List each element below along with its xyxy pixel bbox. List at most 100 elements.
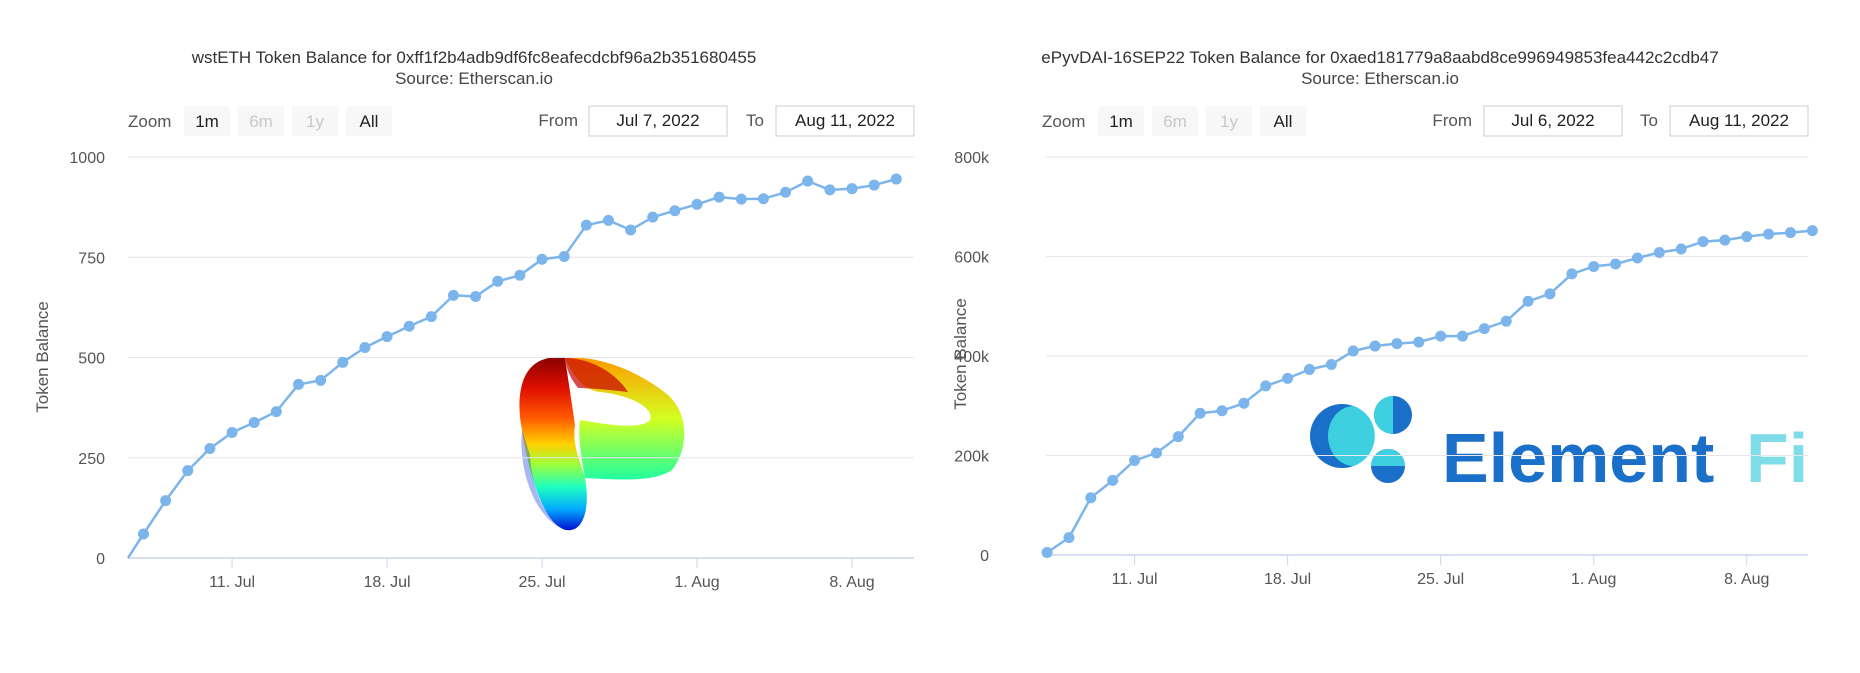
data-point[interactable]	[1763, 228, 1775, 240]
data-point[interactable]	[1653, 247, 1665, 259]
data-point[interactable]	[669, 205, 681, 217]
y-tick-label: 500	[78, 351, 105, 368]
data-point[interactable]	[1588, 260, 1600, 272]
zoom-1m-button[interactable]: 1m	[184, 106, 230, 136]
zoom-all-button[interactable]: All	[346, 106, 392, 136]
data-point[interactable]	[226, 426, 238, 438]
data-point[interactable]	[1522, 295, 1534, 307]
data-point[interactable]	[824, 184, 836, 196]
data-point[interactable]	[492, 275, 504, 287]
data-point[interactable]	[602, 214, 614, 226]
data-point[interactable]	[1697, 236, 1709, 248]
data-point[interactable]	[1107, 474, 1119, 486]
data-point[interactable]	[647, 211, 659, 223]
data-point[interactable]	[1785, 227, 1797, 239]
data-point[interactable]	[780, 186, 792, 198]
data-point[interactable]	[248, 416, 260, 428]
from-date-value: Jul 7, 2022	[616, 111, 699, 130]
data-point[interactable]	[1413, 336, 1425, 348]
data-point[interactable]	[802, 175, 814, 187]
data-point[interactable]	[580, 219, 592, 231]
data-point[interactable]	[403, 320, 415, 332]
data-point[interactable]	[270, 406, 282, 418]
to-date-input[interactable]: Aug 11, 2022	[1669, 105, 1809, 137]
data-point[interactable]	[868, 179, 880, 191]
zoom-all-button[interactable]: All	[1260, 106, 1306, 136]
data-point[interactable]	[1435, 330, 1447, 342]
data-point[interactable]	[1129, 454, 1141, 466]
data-point[interactable]	[182, 465, 194, 477]
data-point[interactable]	[558, 250, 570, 262]
data-point[interactable]	[447, 289, 459, 301]
data-point[interactable]	[735, 193, 747, 205]
data-point[interactable]	[691, 198, 703, 210]
data-point[interactable]	[137, 528, 149, 540]
data-point[interactable]	[1610, 258, 1622, 270]
data-point[interactable]	[890, 173, 902, 185]
data-point[interactable]	[1325, 358, 1337, 370]
data-point[interactable]	[470, 291, 482, 303]
data-point[interactable]	[1260, 380, 1272, 392]
data-point[interactable]	[204, 443, 216, 455]
data-point[interactable]	[1063, 532, 1075, 544]
zoom-6m-button[interactable]: 6m	[1152, 106, 1198, 136]
data-point[interactable]	[337, 356, 349, 368]
data-point[interactable]	[1631, 252, 1643, 264]
data-point[interactable]	[1150, 447, 1162, 459]
data-point[interactable]	[1566, 268, 1578, 280]
data-point[interactable]	[713, 191, 725, 203]
y-tick-label: 250	[78, 451, 105, 468]
curve-logo-watermark	[519, 357, 685, 531]
data-point[interactable]	[1085, 492, 1097, 504]
data-point[interactable]	[1216, 405, 1228, 417]
data-point[interactable]	[1238, 397, 1250, 409]
data-point[interactable]	[1500, 315, 1512, 327]
series-line	[1046, 229, 1813, 554]
data-point[interactable]	[425, 311, 437, 323]
y-tick-label: 0	[980, 548, 989, 565]
from-date-input[interactable]: Jul 6, 2022	[1483, 105, 1623, 137]
zoom-6m-label: 6m	[249, 112, 273, 131]
x-tick-label: 1. Aug	[1571, 571, 1616, 588]
data-point[interactable]	[1806, 225, 1818, 237]
data-point[interactable]	[1391, 338, 1403, 350]
data-point[interactable]	[846, 183, 858, 195]
to-date-input[interactable]: Aug 11, 2022	[775, 105, 915, 137]
data-point[interactable]	[1041, 547, 1053, 559]
zoom-1y-label: 1y	[306, 112, 324, 131]
zoom-1m-button[interactable]: 1m	[1098, 106, 1144, 136]
data-point[interactable]	[315, 374, 327, 386]
x-tick-label: 25. Jul	[1417, 571, 1464, 588]
data-point[interactable]	[1675, 243, 1687, 255]
from-date-input[interactable]: Jul 7, 2022	[588, 105, 728, 137]
data-point[interactable]	[1172, 431, 1184, 443]
zoom-1y-button[interactable]: 1y	[292, 106, 338, 136]
data-point[interactable]	[381, 331, 393, 343]
data-point[interactable]	[757, 193, 769, 205]
data-point[interactable]	[625, 224, 637, 236]
data-point[interactable]	[359, 341, 371, 353]
data-point[interactable]	[1194, 407, 1206, 419]
data-point[interactable]	[1741, 231, 1753, 243]
data-point[interactable]	[536, 253, 548, 265]
data-point[interactable]	[1544, 288, 1556, 300]
data-point[interactable]	[292, 378, 304, 390]
chart-title: wstETH Token Balance for 0xff1f2b4adb9df…	[191, 48, 757, 67]
data-point[interactable]	[1478, 323, 1490, 335]
x-tick-label: 8. Aug	[829, 574, 874, 591]
data-point[interactable]	[1282, 372, 1294, 384]
data-point[interactable]	[1369, 340, 1381, 352]
zoom-label: Zoom	[128, 112, 171, 131]
data-point[interactable]	[1457, 330, 1469, 342]
data-point[interactable]	[160, 495, 172, 507]
range-selector: Zoom 1m 6m 1y All From Jul 7, 2022	[128, 105, 915, 137]
data-point[interactable]	[514, 269, 526, 281]
chart-right: ePyvDAI-16SEP22 Token Balance for 0xaed1…	[951, 48, 1818, 588]
data-point[interactable]	[1719, 234, 1731, 246]
zoom-1m-label: 1m	[1109, 112, 1133, 131]
zoom-6m-button[interactable]: 6m	[238, 106, 284, 136]
data-point[interactable]	[1303, 363, 1315, 375]
zoom-1y-button[interactable]: 1y	[1206, 106, 1252, 136]
data-point[interactable]	[1347, 345, 1359, 357]
